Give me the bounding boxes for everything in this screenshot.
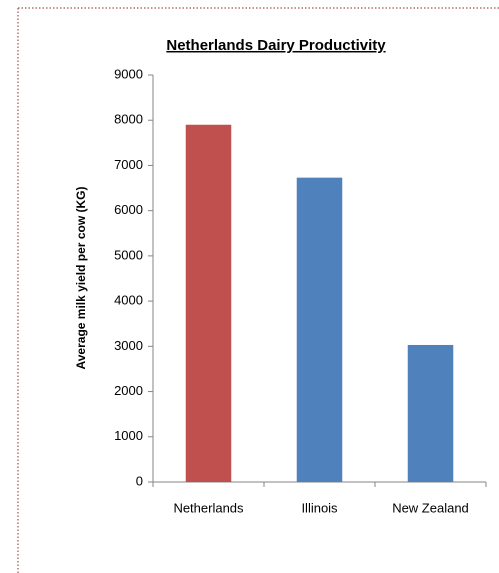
y-tick-label: 5000	[114, 247, 143, 262]
y-tick-label: 8000	[114, 112, 143, 127]
y-tick-label: 7000	[114, 157, 143, 172]
y-tick-label: 3000	[114, 338, 143, 353]
y-tick-label: 9000	[114, 66, 143, 81]
x-tick-label: Illinois	[301, 500, 338, 515]
x-tick-label: New Zealand	[392, 500, 469, 515]
bar	[407, 344, 454, 482]
bar	[296, 177, 343, 482]
bar	[185, 124, 232, 482]
y-tick-label: 2000	[114, 383, 143, 398]
y-tick-label: 1000	[114, 428, 143, 443]
y-tick-label: 6000	[114, 202, 143, 217]
y-tick-label: 0	[136, 473, 143, 488]
x-tick-label: Netherlands	[173, 500, 244, 515]
chart-title: Netherlands Dairy Productivity	[166, 37, 386, 54]
y-tick-label: 4000	[114, 293, 143, 308]
y-axis-label: Average milk yield per cow (KG)	[74, 187, 88, 370]
